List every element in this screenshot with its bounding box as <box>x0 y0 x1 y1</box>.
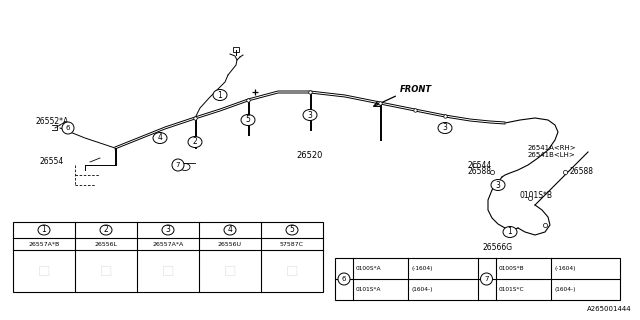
Bar <box>335 258 620 300</box>
Text: ☐: ☐ <box>100 265 112 279</box>
Ellipse shape <box>38 225 50 235</box>
Ellipse shape <box>213 90 227 100</box>
Text: 7: 7 <box>176 162 180 168</box>
Text: 26544: 26544 <box>468 161 492 170</box>
Ellipse shape <box>162 225 174 235</box>
Ellipse shape <box>188 137 202 148</box>
Bar <box>233 47 239 52</box>
Text: 1: 1 <box>508 228 513 236</box>
Text: 5: 5 <box>246 116 250 124</box>
Text: 4: 4 <box>228 226 232 235</box>
Text: 4: 4 <box>157 133 163 142</box>
Text: 57587C: 57587C <box>280 242 304 246</box>
Text: 2: 2 <box>104 226 108 235</box>
Text: 26554: 26554 <box>40 157 64 166</box>
Text: 1: 1 <box>42 226 46 235</box>
Text: ☐: ☐ <box>224 265 236 279</box>
Text: 26588: 26588 <box>570 167 594 177</box>
Bar <box>13 222 323 292</box>
Ellipse shape <box>286 225 298 235</box>
Text: 26541B<LH>: 26541B<LH> <box>528 152 576 158</box>
Circle shape <box>172 159 184 171</box>
Text: 3: 3 <box>443 124 447 132</box>
Text: 26556L: 26556L <box>95 242 118 246</box>
Ellipse shape <box>503 227 517 237</box>
Ellipse shape <box>224 225 236 235</box>
Text: 26588: 26588 <box>468 167 492 177</box>
Text: 0101S*B: 0101S*B <box>520 190 553 199</box>
Ellipse shape <box>100 225 112 235</box>
Circle shape <box>62 122 74 134</box>
Text: (-1604): (-1604) <box>412 266 433 271</box>
Text: (-1604): (-1604) <box>554 266 576 271</box>
Circle shape <box>338 273 350 285</box>
Text: 0100S*A: 0100S*A <box>356 266 381 271</box>
Ellipse shape <box>153 132 167 143</box>
Text: 3: 3 <box>166 226 170 235</box>
Text: 0101S*A: 0101S*A <box>356 287 381 292</box>
Text: 26552*A: 26552*A <box>35 117 68 126</box>
Text: 0100S*B: 0100S*B <box>499 266 524 271</box>
Text: 26557A*A: 26557A*A <box>152 242 184 246</box>
Text: 26557A*B: 26557A*B <box>28 242 60 246</box>
Text: 3: 3 <box>495 180 500 189</box>
Text: ☐: ☐ <box>38 265 51 279</box>
Text: 26541A<RH>: 26541A<RH> <box>528 145 577 151</box>
Circle shape <box>481 273 493 285</box>
Ellipse shape <box>241 115 255 125</box>
Text: 3: 3 <box>308 110 312 119</box>
Text: 26556U: 26556U <box>218 242 242 246</box>
Text: 6: 6 <box>342 276 346 282</box>
Ellipse shape <box>438 123 452 133</box>
Text: 2: 2 <box>193 138 197 147</box>
Ellipse shape <box>303 109 317 121</box>
Text: 5: 5 <box>289 226 294 235</box>
Text: 1: 1 <box>218 91 222 100</box>
Text: 26566G: 26566G <box>483 244 513 252</box>
Text: A265001444: A265001444 <box>588 306 632 312</box>
Text: ☐: ☐ <box>162 265 174 279</box>
Text: 6: 6 <box>66 125 70 131</box>
Text: (1604-): (1604-) <box>554 287 576 292</box>
Text: (1604-): (1604-) <box>412 287 433 292</box>
Text: ☐: ☐ <box>285 265 298 279</box>
Text: 7: 7 <box>484 276 489 282</box>
Text: 26520: 26520 <box>297 150 323 159</box>
Text: 0101S*C: 0101S*C <box>499 287 524 292</box>
Text: FRONT: FRONT <box>400 85 432 94</box>
Ellipse shape <box>491 180 505 190</box>
